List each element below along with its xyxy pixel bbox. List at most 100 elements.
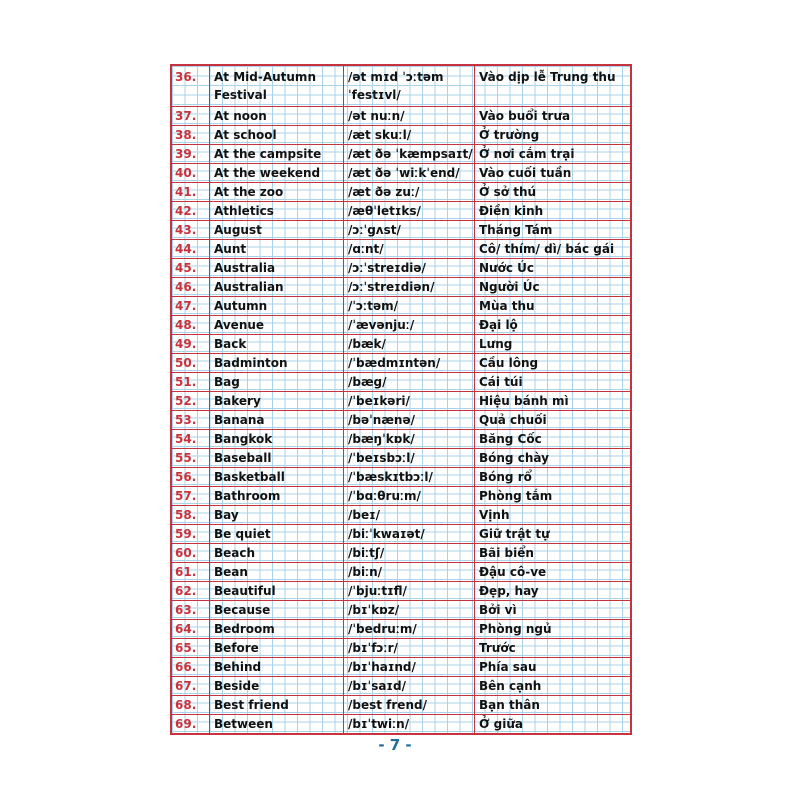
vietnamese-meaning: Vào buổi trưa [474,107,630,125]
vietnamese-meaning: Cái túi [474,373,630,391]
vietnamese-meaning: Điền kinh [474,202,630,220]
entry-number: 55. [175,451,197,465]
pronunciation: /bəˈnænə/ [343,411,474,429]
vietnamese-meaning: Vịnh [474,506,630,524]
table-row: 64. Bedroom/ˈbedruːm/Phòng ngủ [172,619,630,638]
pronunciation: /ˈbɑːθruːm/ [343,487,474,505]
english-word: August [209,221,343,239]
table-row: 53. Banana/bəˈnænə/Quả chuối [172,410,630,429]
pronunciation: /ˈævənjuː/ [343,316,474,334]
entry-number: 38. [175,128,197,142]
table-row: 48. Avenue/ˈævənjuː/Đại lộ [172,315,630,334]
english-word: Badminton [209,354,343,372]
table-row: 63. Because/bɪˈkɒz/Bởi vì [172,600,630,619]
entry-number: 45. [175,261,197,275]
english-word: Beside [209,677,343,695]
table-row: 47. Autumn/ˈɔːtəm/Mùa thu [172,296,630,315]
pronunciation: /beɪ/ [343,506,474,524]
vietnamese-meaning: Nước Úc [474,259,630,277]
table-row: 60. Beach/biːtʃ/Bãi biển [172,543,630,562]
pronunciation: /ɔːˈgʌst/ [343,221,474,239]
table-row: 59. Be quiet/biːˈkwaɪət/Giữ trật tự [172,524,630,543]
vietnamese-meaning: Ở nơi cắm trại [474,145,630,163]
english-word: Back [209,335,343,353]
vietnamese-meaning: Phía sau [474,658,630,676]
english-word: At the campsite [209,145,343,163]
table-row: 50. Badminton/ˈbædmɪntən/Cầu lông [172,353,630,372]
pronunciation: /bæg/ [343,373,474,391]
entry-number: 52. [175,394,197,408]
entry-number: 51. [175,375,197,389]
vietnamese-meaning: Bên cạnh [474,677,630,695]
vietnamese-meaning: Cô/ thím/ dì/ bác gái [474,240,630,258]
entry-number: 42. [175,204,197,218]
table-row: 58. Bay/beɪ/Vịnh [172,505,630,524]
pronunciation: /ˈbæskɪtbɔːl/ [343,468,474,486]
entry-number: 36. [175,70,197,84]
english-word: Beach [209,544,343,562]
vietnamese-meaning: Lưng [474,335,630,353]
table-row: 62. Beautiful/ˈbjuːtɪfl/Đẹp, hay [172,581,630,600]
english-word: Bag [209,373,343,391]
vietnamese-meaning: Ở sở thú [474,183,630,201]
vietnamese-meaning: Bởi vì [474,601,630,619]
entry-number: 63. [175,603,197,617]
entry-number: 44. [175,242,197,256]
table-row: 45. Australia/ɔːˈstreɪdiə/Nước Úc [172,258,630,277]
english-word: Australian [209,278,343,296]
entry-number: 60. [175,546,197,560]
entry-number: 53. [175,413,197,427]
table-row: 38. At school/æt skuːl/Ở trường [172,125,630,144]
pronunciation: /best frend/ [343,696,474,714]
english-word: Bay [209,506,343,524]
table-row: 51. Bag/bæg/Cái túi [172,372,630,391]
pronunciation: /bɪˈtwiːn/ [343,715,474,733]
pronunciation: /ˈbeɪkəri/ [343,392,474,410]
table-row: 43. August/ɔːˈgʌst/Tháng Tám [172,220,630,239]
pronunciation: /bɪˈhaɪnd/ [343,658,474,676]
table-row: 67. Beside/bɪˈsaɪd/Bên cạnh [172,676,630,695]
english-word: At the weekend [209,164,343,182]
table-row: 56. Basketball/ˈbæskɪtbɔːl/Bóng rổ [172,467,630,486]
english-word: Between [209,715,343,733]
table-row: 44. Aunt/ɑːnt/Cô/ thím/ dì/ bác gái [172,239,630,258]
english-word: Aunt [209,240,343,258]
entry-number: 43. [175,223,197,237]
table-row: 42. Athletics/æθˈletɪks/Điền kinh [172,201,630,220]
pronunciation: /ɔːˈstreɪdiə/ [343,259,474,277]
entry-number: 64. [175,622,197,636]
pronunciation: /æt ðə ˈkæmpsaɪt/ [343,145,474,163]
pronunciation: /ˈɔːtəm/ [343,297,474,315]
entry-number: 39. [175,147,197,161]
table-row: 46. Australian/ɔːˈstreɪdiən/Người Úc [172,277,630,296]
vietnamese-meaning: Phòng tắm [474,487,630,505]
english-word: Athletics [209,202,343,220]
entry-number: 56. [175,470,197,484]
vietnamese-meaning: Đẹp, hay [474,582,630,600]
entry-number: 62. [175,584,197,598]
pronunciation: /ˈbedruːm/ [343,620,474,638]
entry-number: 57. [175,489,197,503]
vietnamese-meaning: Phòng ngủ [474,620,630,638]
vietnamese-meaning: Vào cuối tuần [474,164,630,182]
table-row: 49. Back/bæk/Lưng [172,334,630,353]
table-row: 36. At Mid-Autumn Festival/ət mɪd ˈɔːtəm … [172,66,630,106]
table-row: 57. Bathroom/ˈbɑːθruːm/Phòng tắm [172,486,630,505]
pronunciation: /ɑːnt/ [343,240,474,258]
entry-number: 66. [175,660,197,674]
entry-number: 61. [175,565,197,579]
english-word: Baseball [209,449,343,467]
entry-number: 40. [175,166,197,180]
english-word: Best friend [209,696,343,714]
table-row: 39. At the campsite/æt ðə ˈkæmpsaɪt/Ở nơi… [172,144,630,163]
vietnamese-meaning: Người Úc [474,278,630,296]
english-word: Bedroom [209,620,343,638]
pronunciation: /æθˈletɪks/ [343,202,474,220]
pronunciation: /ˈbædmɪntən/ [343,354,474,372]
pronunciation: /biːˈkwaɪət/ [343,525,474,543]
table-row: 37. At noon/ət nuːn/Vào buổi trưa [172,106,630,125]
english-word: Banana [209,411,343,429]
table-row: 68. Best friend/best frend/Bạn thân [172,695,630,714]
vietnamese-meaning: Quả chuối [474,411,630,429]
vietnamese-meaning: Bóng chày [474,449,630,467]
